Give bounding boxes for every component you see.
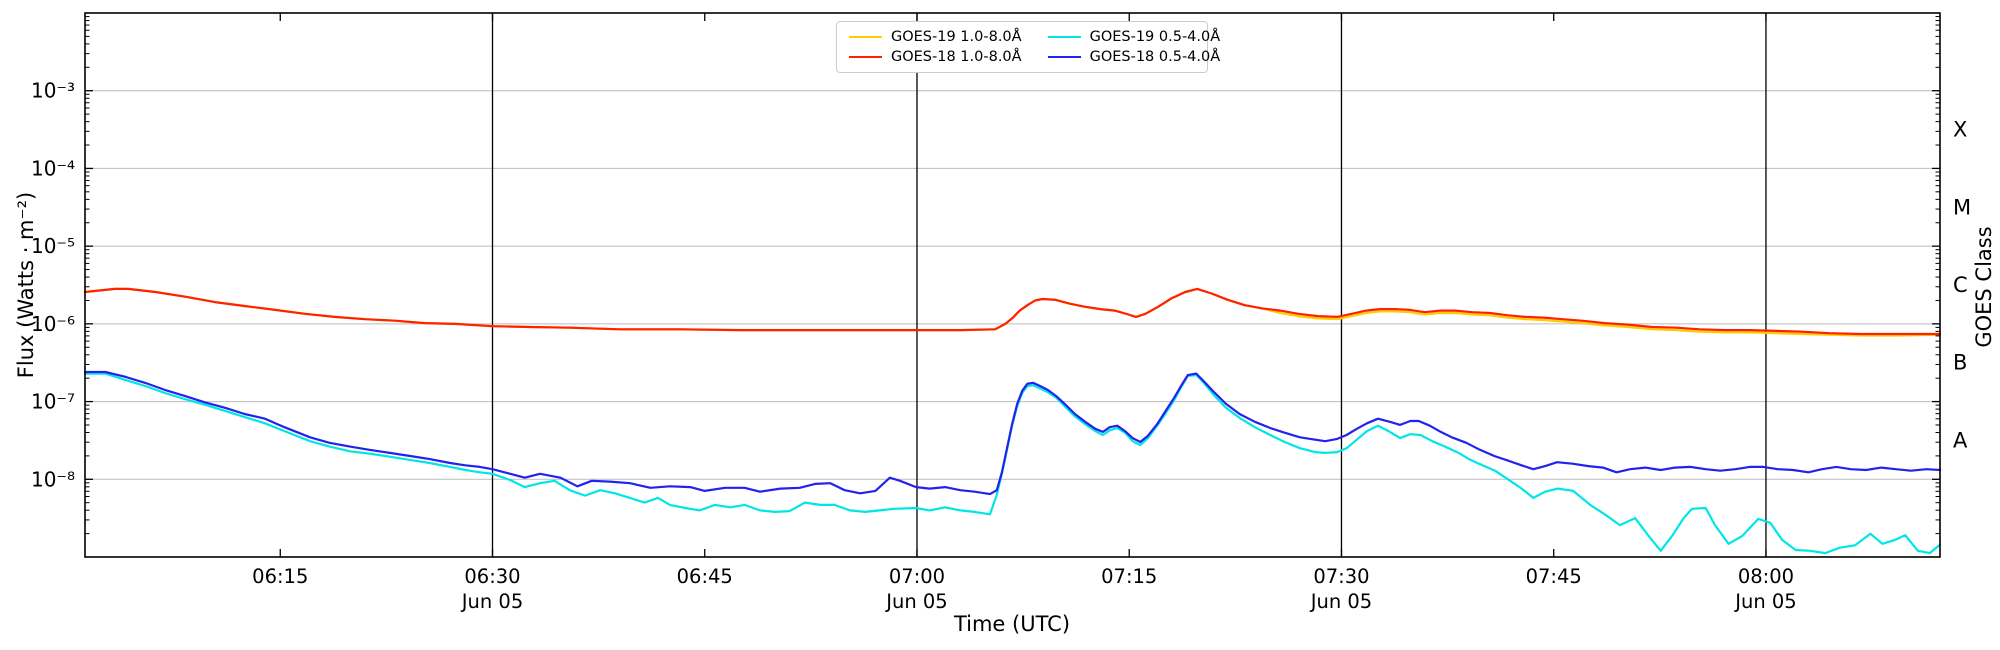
legend-line-swatch xyxy=(849,36,882,38)
legend-item-label: GOES-18 1.0-8.0Å xyxy=(891,49,1022,65)
legend-item: GOES-18 1.0-8.0Å xyxy=(849,49,1022,65)
y-axis-label: Flux (Watts · m⁻²) xyxy=(14,191,38,379)
goes-class-letter: X xyxy=(1953,118,1967,142)
series-line xyxy=(83,370,1942,496)
legend-line-swatch xyxy=(1047,56,1081,58)
right-axis-label: GOES Class xyxy=(1972,226,1996,348)
plot-frame xyxy=(84,12,1941,558)
legend-line-swatch xyxy=(1047,36,1081,38)
y-tick-label: 10⁻⁸ xyxy=(31,467,75,491)
goes-class-letter: C xyxy=(1953,273,1968,297)
series-line xyxy=(83,287,1942,337)
x-tick-label: 07:15 xyxy=(1101,565,1157,588)
goes-class-letter: B xyxy=(1953,351,1967,375)
x-tick-label: 07:45 xyxy=(1526,565,1582,588)
legend-item: GOES-18 0.5-4.0Å xyxy=(1047,49,1221,65)
x-tick-label: 06:30 xyxy=(464,565,520,588)
y-tick-label: 10⁻⁵ xyxy=(31,234,75,258)
x-tick-label: 07:00 xyxy=(889,565,945,588)
goes-class-letter: A xyxy=(1953,428,1968,452)
y-tick-label: 10⁻⁴ xyxy=(31,156,75,180)
legend-item-label: GOES-18 0.5-4.0Å xyxy=(1089,49,1221,65)
legend-item-label: GOES-19 1.0-8.0Å xyxy=(891,29,1022,45)
goes-class-letter: M xyxy=(1953,195,1971,219)
x-tick-sub-label: Jun 05 xyxy=(884,590,947,613)
legend-item: GOES-19 0.5-4.0Å xyxy=(1047,29,1221,45)
legend-item-label: GOES-19 0.5-4.0Å xyxy=(1089,29,1221,45)
legend-line-swatch xyxy=(849,56,882,58)
series-line xyxy=(83,287,1942,336)
x-tick-label: 06:15 xyxy=(252,565,308,588)
legend: GOES-19 1.0-8.0Å GOES-18 1.0-8.0Å GOES-19 … xyxy=(836,21,1220,73)
x-tick-label: 07:30 xyxy=(1313,565,1369,588)
series-line xyxy=(83,372,1942,555)
y-tick-label: 10⁻³ xyxy=(31,79,75,103)
x-tick-sub-label: Jun 05 xyxy=(1733,590,1796,613)
x-tick-sub-label: Jun 05 xyxy=(1309,590,1372,613)
x-tick-label: 06:45 xyxy=(677,565,733,588)
x-tick-label: 08:00 xyxy=(1738,565,1794,588)
y-tick-label: 10⁻⁷ xyxy=(31,390,75,414)
x-tick-sub-label: Jun 05 xyxy=(460,590,523,613)
x-axis-label: Time (UTC) xyxy=(953,612,1071,636)
y-tick-label: 10⁻⁶ xyxy=(31,312,75,336)
legend-item: GOES-19 1.0-8.0Å xyxy=(849,29,1022,45)
